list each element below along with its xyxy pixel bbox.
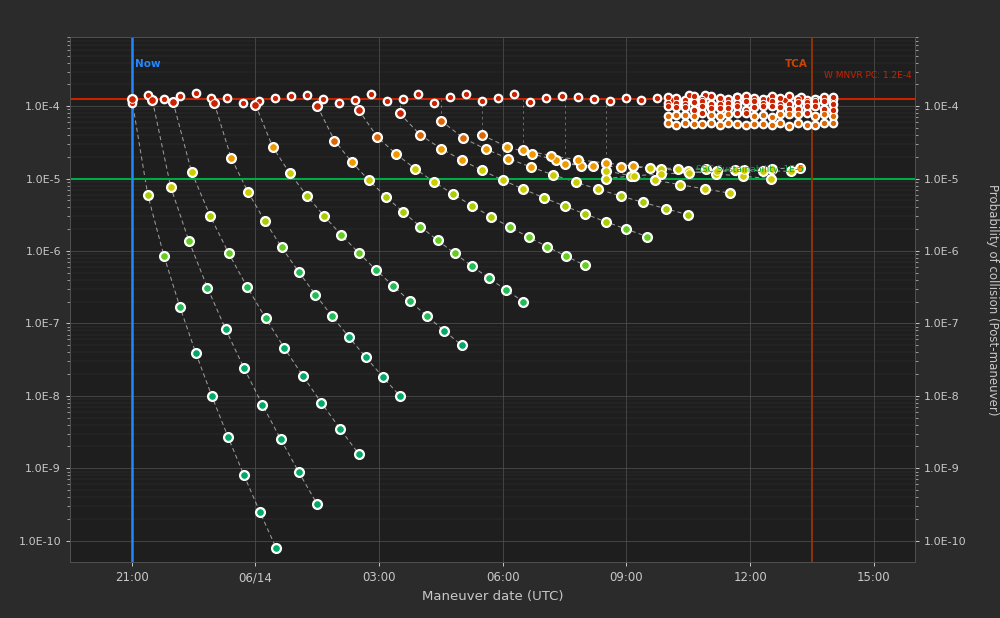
- Text: SSC Sustainability: 1E-5: SSC Sustainability: 1E-5: [696, 165, 804, 174]
- Y-axis label: Probability of collision (Post-maneuver): Probability of collision (Post-maneuver): [986, 184, 999, 415]
- Text: Now: Now: [135, 59, 161, 69]
- X-axis label: Maneuver date (UTC): Maneuver date (UTC): [422, 590, 563, 603]
- Text: TCA: TCA: [785, 59, 808, 69]
- Text: W MNVR PC: 1.2E-4: W MNVR PC: 1.2E-4: [824, 72, 912, 80]
